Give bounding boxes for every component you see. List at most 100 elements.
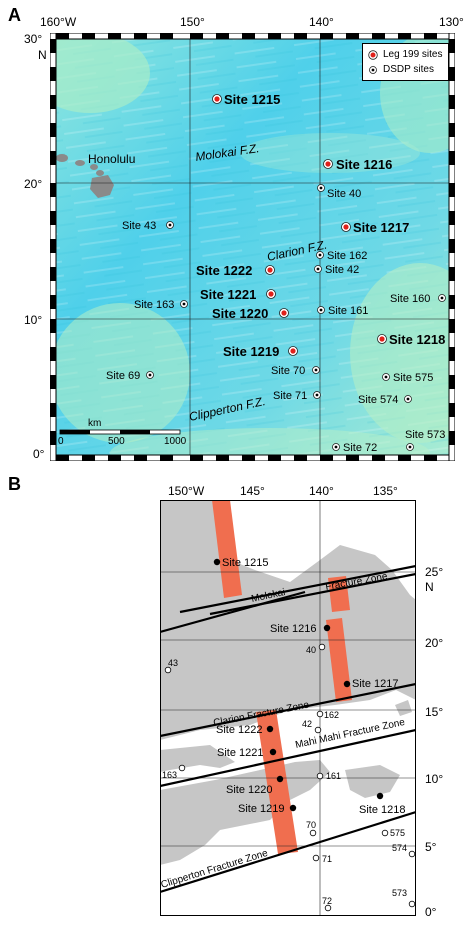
panel-b-dsdp-72-label: 72	[322, 896, 332, 906]
leg-site-1217-label: Site 1217	[353, 220, 409, 235]
panel-b-highlight-corridors	[212, 500, 352, 854]
scale-bar-tick-1000: 1000	[164, 436, 187, 447]
panel-b-lon-label-150w: 150°W	[168, 484, 205, 498]
dsdp-site-575-label: Site 575	[393, 372, 433, 384]
panel-b-leg-site-1217: Site 1217	[343, 678, 398, 690]
panel-b-dsdp-161: 161	[316, 771, 341, 781]
dsdp-sites: Site 40 Site 43 Site 162 Site 42 Site 16…	[106, 184, 446, 454]
dsdp-site-574: Site 574	[358, 394, 412, 406]
dsdp-site-162-label: Site 162	[327, 250, 367, 262]
dsdp-site-43-label: Site 43	[122, 220, 156, 232]
dsdp-site-573: Site 573	[405, 429, 445, 451]
leg-site-1221: Site 1221	[200, 287, 276, 302]
panel-a-map: Molokai F.Z. Clarion F.Z. Clipperton F.Z…	[50, 33, 455, 461]
panel-b-lat-label-20: 20°	[425, 636, 444, 650]
panel-b-leg-site-1220: Site 1220	[226, 775, 284, 796]
panel-b-leg-site-1222: Site 1222	[216, 724, 274, 736]
leg-site-1215-label: Site 1215	[224, 92, 280, 107]
panel-a-lon-label-150: 150°	[180, 15, 205, 29]
dsdp-site-574-label: Site 574	[358, 394, 398, 406]
panel-b-letter: B	[8, 474, 21, 494]
panel-a-letter: A	[8, 5, 21, 25]
panel-b-dsdp-574: 574	[392, 843, 416, 858]
leg-site-1219: Site 1219	[223, 344, 298, 359]
panel-b-leg-site-1219: Site 1219	[238, 803, 297, 815]
panel-b-dsdp-574-label: 574	[392, 843, 407, 853]
leg-site-1216: Site 1216	[323, 157, 392, 172]
panel-b-lat-label-15: 15°	[425, 705, 444, 719]
panel-a-legend: Leg 199 sites DSDP sites	[362, 43, 449, 81]
panel-b-map: Molokai Fracture Zone Clarion Fracture Z…	[160, 500, 416, 916]
panel-b-dsdp-70-label: 70	[306, 820, 316, 830]
panel-b-lon-label-145: 145°	[240, 484, 265, 498]
panel-b-dsdp-163: 163	[162, 764, 186, 780]
panel-b-dsdp-43-label: 43	[168, 658, 178, 668]
dsdp-site-160-label: Site 160	[390, 293, 430, 305]
leg-199-sites: Site 1215 Site 1216 Site 1217 Site 1222 …	[196, 92, 445, 359]
panel-b-leg-site-1218-label: Site 1218	[359, 804, 405, 816]
scale-bar-tick-0: 0	[58, 436, 64, 447]
panel-b-dsdp-573: 573	[392, 888, 416, 908]
panel-b-lon-label-135: 135°	[373, 484, 398, 498]
leg-site-1220-label: Site 1220	[212, 306, 268, 321]
panel-a-lat-label-n: N	[38, 48, 47, 62]
dsdp-site-71: Site 71	[273, 390, 321, 402]
panel-b-dsdp-42: 42	[302, 719, 322, 734]
panel-b-lat-label-10: 10°	[425, 772, 444, 786]
panel-a-border	[50, 33, 455, 461]
panel-b-lat-label-0: 0°	[425, 905, 437, 919]
legend-row-dsdp: DSDP sites	[368, 62, 443, 77]
dsdp-site-72: Site 72	[332, 442, 377, 454]
scale-bar: km 0 500 1000	[58, 418, 187, 447]
leg-site-1220: Site 1220	[212, 306, 289, 321]
panel-a-lat-label-10: 10°	[24, 313, 43, 327]
panel-b-leg-site-1217-label: Site 1217	[352, 678, 398, 690]
leg-site-1219-label: Site 1219	[223, 344, 279, 359]
dsdp-site-42-label: Site 42	[325, 264, 359, 276]
panel-b-dsdp-162-label: 162	[324, 710, 339, 720]
dsdp-site-575: Site 575	[382, 372, 433, 384]
legend-leg199-label: Leg 199 sites	[383, 49, 443, 60]
leg-site-1221-label: Site 1221	[200, 287, 256, 302]
panel-b-leg-site-1221: Site 1221	[217, 747, 277, 759]
panel-b-leg-site-1216: Site 1216	[270, 623, 331, 635]
panel-b-leg-site-1215: Site 1215	[213, 557, 268, 569]
dsdp-site-70-label: Site 70	[271, 365, 305, 377]
dsdp-site-161: Site 161	[317, 305, 368, 317]
panel-b-leg-site-1221-label: Site 1221	[217, 747, 263, 759]
dsdp-site-160: Site 160	[390, 293, 446, 305]
legend-dsdp-label: DSDP sites	[383, 64, 434, 75]
panel-b-lat-label-5: 5°	[425, 840, 437, 854]
dsdp-site-573-label: Site 573	[405, 429, 445, 441]
legend-leg199-marker	[368, 49, 378, 60]
leg-site-1215: Site 1215	[212, 92, 280, 107]
panel-b-dsdp-573-label: 573	[392, 888, 407, 898]
panel-b-dsdp-575-label: 575	[390, 828, 405, 838]
panel-b-leg-site-1216-label: Site 1216	[270, 623, 316, 635]
dsdp-site-71-label: Site 71	[273, 390, 307, 402]
city-label-honolulu: Honolulu	[88, 152, 135, 166]
panel-b-fracture-lines	[160, 564, 416, 894]
dsdp-site-40: Site 40	[317, 184, 361, 200]
leg-site-1222-label: Site 1222	[196, 263, 252, 278]
dsdp-site-70: Site 70	[271, 365, 320, 377]
dsdp-site-69: Site 69	[106, 370, 154, 382]
leg-site-1222: Site 1222	[196, 263, 275, 278]
leg-site-1217: Site 1217	[341, 220, 409, 235]
leg-site-1218-label: Site 1218	[389, 332, 445, 347]
panel-b-dsdp-43: 43	[164, 658, 178, 674]
dsdp-site-161-label: Site 161	[328, 305, 368, 317]
panel-b-dsdp-162: 162	[316, 710, 339, 720]
panel-b-dsdp-575: 575	[381, 828, 405, 838]
dsdp-site-43: Site 43	[122, 220, 174, 232]
hawaii-islands	[56, 154, 114, 198]
panel-b-dsdp-70: 70	[306, 820, 317, 837]
panel-b-dsdp-40: 40	[306, 643, 326, 655]
panel-a-lat-label-20: 20°	[24, 177, 43, 191]
panel-b-dsdp-42-label: 42	[302, 719, 312, 729]
scale-bar-unit: km	[88, 418, 101, 429]
leg-site-1218: Site 1218	[377, 332, 445, 347]
legend-dsdp-marker	[369, 65, 377, 74]
scale-bar-tick-500: 500	[108, 436, 125, 447]
panel-a-lat-label-0: 0°	[33, 447, 45, 461]
